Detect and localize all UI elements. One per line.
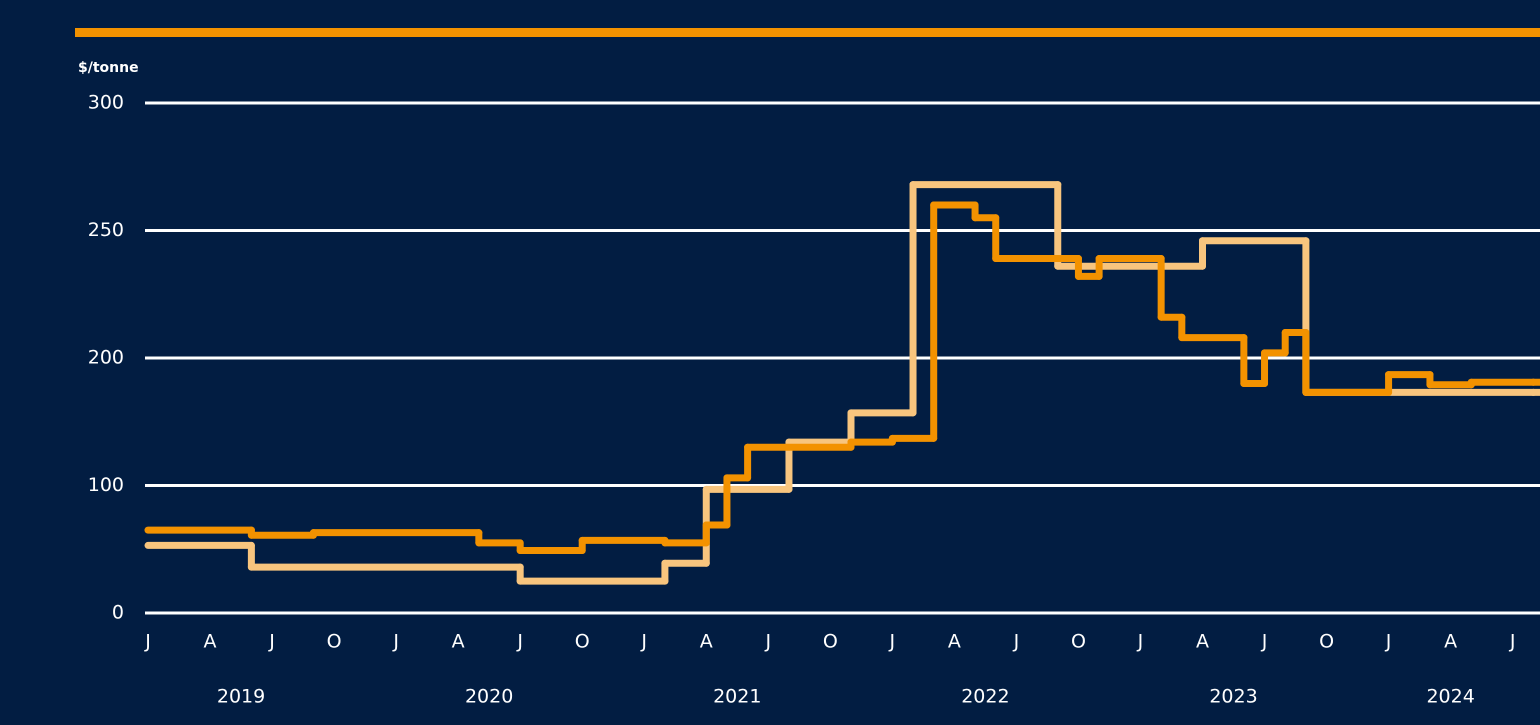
year-label: 2024 — [1426, 686, 1474, 708]
y-tick-label: 300 — [88, 92, 124, 114]
header-bar — [75, 28, 1540, 37]
x-tick-label: O — [327, 631, 342, 653]
y-tick-label: 0 — [112, 602, 124, 624]
y-tick-label: 200 — [88, 347, 124, 369]
year-label: 2019 — [217, 686, 265, 708]
x-tick-label: J — [1509, 631, 1516, 653]
x-tick-label: A — [1196, 631, 1209, 653]
y-tick-label: 250 — [88, 219, 124, 241]
x-tick-label: O — [1071, 631, 1086, 653]
x-tick-label: J — [1013, 631, 1020, 653]
x-tick-label: J — [1261, 631, 1268, 653]
y-axis-label: $/tonne — [78, 60, 139, 76]
year-label: 2023 — [1209, 686, 1257, 708]
x-tick-label: O — [1319, 631, 1334, 653]
year-label: 2022 — [961, 686, 1009, 708]
x-tick-label: J — [764, 631, 771, 653]
x-tick-label: A — [452, 631, 465, 653]
x-tick-label: J — [640, 631, 647, 653]
y-tick-label: 100 — [88, 474, 124, 496]
x-tick-label: O — [823, 631, 838, 653]
year-label: 2021 — [713, 686, 761, 708]
x-tick-label: J — [392, 631, 399, 653]
x-tick-label: A — [700, 631, 713, 653]
x-tick-label: J — [1137, 631, 1144, 653]
x-tick-label: A — [1444, 631, 1457, 653]
x-tick-label: J — [516, 631, 523, 653]
x-tick-label: O — [575, 631, 590, 653]
x-tick-label: J — [144, 631, 151, 653]
x-tick-label: A — [948, 631, 961, 653]
x-tick-label: J — [1385, 631, 1392, 653]
x-tick-label: J — [268, 631, 275, 653]
year-label: 2020 — [465, 686, 513, 708]
x-tick-label: A — [204, 631, 217, 653]
x-tick-label: J — [889, 631, 896, 653]
